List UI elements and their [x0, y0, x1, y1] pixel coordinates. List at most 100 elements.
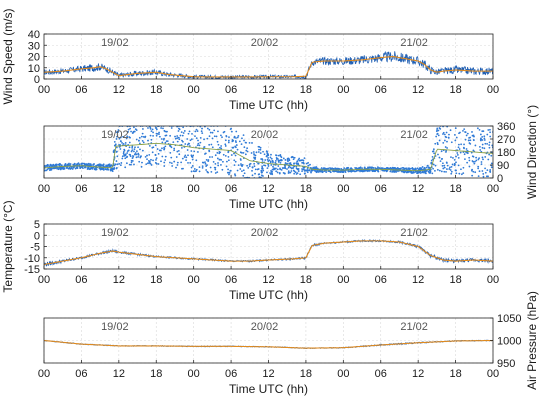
direction-point	[162, 127, 164, 130]
series-air-pressure	[44, 339, 493, 350]
direction-point	[131, 145, 134, 148]
x-tick-label: 18	[449, 84, 461, 96]
direction-point	[107, 168, 110, 171]
direction-point	[119, 164, 122, 167]
direction-point	[191, 165, 194, 167]
direction-point	[265, 155, 268, 158]
direction-point	[71, 168, 74, 170]
direction-point	[190, 166, 193, 169]
direction-point	[161, 141, 164, 144]
direction-point	[440, 150, 443, 153]
direction-point	[300, 159, 303, 162]
direction-point	[93, 167, 96, 170]
direction-point	[154, 153, 157, 156]
direction-point	[302, 159, 305, 162]
direction-point	[205, 169, 208, 171]
direction-point	[463, 153, 466, 156]
direction-point	[286, 168, 288, 170]
direction-point	[208, 135, 211, 138]
direction-point	[141, 149, 144, 152]
direction-point	[449, 166, 451, 169]
direction-point	[130, 163, 132, 166]
direction-point	[68, 163, 70, 166]
direction-point	[124, 166, 127, 169]
direction-point	[236, 169, 239, 172]
direction-point	[230, 127, 233, 130]
x-tick-label: 12	[412, 368, 424, 380]
direction-point	[241, 151, 243, 154]
direction-point	[259, 152, 262, 155]
direction-point	[282, 157, 285, 160]
direction-point	[325, 171, 328, 173]
direction-point	[439, 160, 442, 163]
direction-point	[384, 169, 387, 172]
direction-point	[301, 170, 303, 173]
direction-point	[134, 153, 136, 156]
direction-point	[355, 167, 357, 170]
direction-point	[481, 170, 484, 172]
direction-point	[202, 161, 205, 164]
direction-point	[257, 173, 260, 176]
day-label: 20/02	[251, 227, 279, 239]
y-tick-label: 360	[497, 121, 515, 133]
direction-point	[132, 154, 134, 157]
x-tick-label: 06	[225, 183, 237, 195]
direction-point	[195, 137, 198, 140]
direction-point	[191, 132, 193, 135]
direction-point	[477, 167, 480, 170]
direction-point	[305, 162, 308, 165]
direction-point	[489, 135, 492, 138]
direction-point	[296, 160, 299, 163]
direction-point	[307, 164, 310, 167]
direction-point	[488, 141, 491, 144]
direction-point	[67, 167, 70, 170]
direction-point	[253, 153, 256, 156]
direction-point	[446, 164, 449, 167]
direction-point	[137, 146, 139, 149]
direction-point	[434, 164, 437, 167]
direction-point	[442, 131, 445, 134]
direction-point	[73, 162, 76, 165]
direction-point	[214, 162, 217, 165]
direction-point	[431, 172, 434, 175]
direction-point	[462, 151, 465, 154]
direction-point	[275, 154, 277, 157]
direction-point	[460, 168, 462, 171]
direction-point	[190, 150, 193, 152]
direction-point	[445, 170, 447, 173]
direction-point	[234, 160, 237, 163]
direction-point	[280, 168, 283, 171]
direction-point	[438, 169, 441, 172]
direction-point	[249, 162, 252, 165]
direction-point	[190, 170, 193, 173]
direction-point	[195, 170, 197, 172]
direction-point	[86, 163, 88, 166]
direction-point	[483, 139, 486, 141]
direction-point	[465, 148, 468, 150]
x-tick-label: 18	[449, 368, 461, 380]
x-tick-label: 18	[300, 84, 312, 96]
x-tick-label: 00	[38, 84, 50, 96]
direction-point	[340, 167, 343, 170]
direction-point	[290, 156, 293, 159]
direction-point	[140, 165, 143, 168]
direction-point	[488, 153, 491, 156]
direction-point	[155, 134, 158, 137]
direction-point	[302, 168, 304, 171]
direction-point	[465, 134, 468, 137]
direction-point	[155, 157, 158, 160]
direction-point	[480, 161, 483, 163]
x-tick-label: 06	[375, 183, 387, 195]
x-tick-label: 00	[188, 368, 200, 380]
direction-point	[220, 145, 223, 147]
direction-point	[271, 172, 273, 174]
direction-point	[289, 171, 292, 174]
direction-point	[251, 142, 253, 144]
direction-point	[197, 142, 200, 145]
direction-point	[290, 170, 293, 172]
direction-point	[125, 137, 128, 140]
direction-point	[279, 161, 282, 164]
direction-point	[130, 150, 133, 153]
direction-point	[210, 170, 213, 173]
direction-point	[223, 130, 226, 133]
